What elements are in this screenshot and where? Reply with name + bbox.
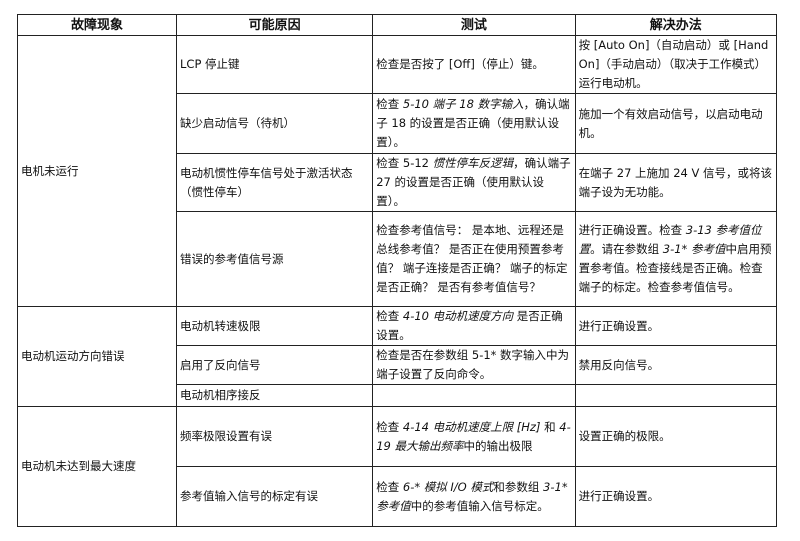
cause-cell: 启用了反向信号 bbox=[176, 345, 374, 385]
parameter-reference: 6-* 模拟 I/O 模式 bbox=[402, 479, 494, 494]
cell-text: 进行正确设置。 bbox=[578, 318, 660, 333]
cell-text: 中启用预置参考值。检查接线是否正确。检查端子的标定。检查参考值信号。 bbox=[578, 242, 772, 294]
parameter-reference: 3-13 参考值位置 bbox=[578, 223, 762, 256]
cell-text: 设置正确的极限。 bbox=[578, 429, 671, 443]
cell-text: ，确认端子 18 的设置是否正确（使用默认设置）。 bbox=[376, 97, 570, 149]
cell-text: 和参数组 bbox=[493, 479, 544, 494]
cell-text: ，确认端子 27 的设置是否正确（使用默认设置）。 bbox=[376, 156, 571, 208]
table-row: 电动机运动方向错误 电动机转速极限 检查 4-10 电动机速度方向 是否正确设置。进… bbox=[16, 306, 778, 407]
cell-text: LCP 停止键 bbox=[180, 57, 240, 71]
cell-text: 电动机转速极限 bbox=[180, 318, 261, 333]
cell-text: 检查 bbox=[376, 419, 403, 434]
troubleshooting-table: 故障现象 可能原因 测试 解决办法 电机未运行 LCP 停止键 检查是否按了 [Of… bbox=[16, 14, 778, 527]
solution-cell: 施加一个有效启动信号，以启动电动机。 bbox=[574, 93, 778, 154]
header-row: 故障现象 可能原因 测试 解决办法 bbox=[16, 14, 778, 36]
table-row: 电机未运行 LCP 停止键 检查是否按了 [Off]（停止）键。 按 [Auto On… bbox=[16, 35, 778, 307]
cell-text: 检查 bbox=[376, 479, 403, 494]
parameter-reference: 5-10 端子 18 数字输入 bbox=[402, 97, 524, 111]
test-cell: 检查是否在参数组 5-1* 数字输入中为端子设置了反向命令。 bbox=[372, 345, 576, 385]
test-cell: 检查 4-10 电动机速度方向 是否正确设置。 bbox=[372, 306, 576, 346]
cell-text: 检查 bbox=[376, 309, 403, 323]
cell-text: 施加一个有效启动信号，以启动电动机。 bbox=[578, 106, 763, 140]
table-row: 参考值输入信号的标定有误 检查 6-* 模拟 I/O 模式和参数组 3-1* 参考… bbox=[18, 466, 778, 527]
solution-cell: 按 [Auto On]（自动启动）或 [Hand On]（手动启动）（取决于工作… bbox=[574, 35, 778, 94]
solution-cell: 禁用反向信号。 bbox=[574, 345, 778, 385]
cell-text: 禁用反向信号。 bbox=[578, 357, 660, 372]
cell-text: 检查 bbox=[376, 97, 403, 111]
parameter-reference: 4-14 电动机速度上限 [Hz] bbox=[402, 419, 541, 434]
parameter-reference: 3-1* 参考值 bbox=[376, 479, 568, 513]
cell-text: 中的参考值输入信号标定。 bbox=[410, 498, 549, 513]
cell-text: 检查参考值信号： 是本地、远程还是总线参考值？ 是否正在使用预置参考值？ 端子连… bbox=[376, 223, 568, 294]
cause-cell: 电动机相序接反 bbox=[176, 384, 374, 407]
cell-text: 检查是否按了 [Off]（停止）键。 bbox=[376, 57, 544, 71]
cell-text: 电动机相序接反 bbox=[180, 388, 261, 402]
parameter-reference: 4-10 电动机速度方向 bbox=[402, 309, 514, 323]
cell-text: 电动机惯性停车信号处于激活状态（惯性停车） bbox=[180, 165, 353, 199]
test-cell: 检查参考值信号： 是本地、远程还是总线参考值？ 是否正在使用预置参考值？ 端子连… bbox=[372, 211, 576, 307]
table-row: 错误的参考值信号源 检查参考值信号： 是本地、远程还是总线参考值？ 是否正在使用预… bbox=[18, 211, 778, 307]
test-cell: 检查 4-14 电动机速度上限 [Hz] 和 4-19 最大输出频率中的输出极限 bbox=[372, 406, 576, 467]
solution-cell: 进行正确设置。检查 3-13 参考值位置。请在参数组 3-1* 参考值中启用预置… bbox=[574, 211, 778, 307]
symptom-cell: 电机未运行 bbox=[16, 35, 178, 307]
cause-cell: 频率极限设置有误 bbox=[176, 406, 374, 467]
cell-text: 进行正确设置。检查 bbox=[578, 223, 686, 237]
cell-text: 检查 5-12 bbox=[376, 156, 433, 170]
cell-text: 按 [Auto On]（自动启动）或 [Hand On]（手动启动）（取决于工作… bbox=[578, 38, 769, 90]
cause-cell: 电动机惯性停车信号处于激活状态（惯性停车） bbox=[176, 153, 374, 212]
table-row: 缺少启动信号（待机） 检查 5-10 端子 18 数字输入，确认端子 18 的设置… bbox=[18, 93, 778, 154]
solution-cell: 进行正确设置。 bbox=[574, 466, 778, 527]
symptom-cell: 电动机未达到最大速度 bbox=[16, 406, 178, 527]
solution-cell bbox=[574, 384, 778, 407]
solution-cell: 进行正确设置。 bbox=[574, 306, 778, 346]
cause-cell: LCP 停止键 bbox=[176, 35, 374, 94]
test-cell: 检查 5-10 端子 18 数字输入，确认端子 18 的设置是否正确（使用默认设… bbox=[372, 93, 576, 154]
cell-text: 是否正确设置。 bbox=[376, 309, 563, 342]
test-cell: 检查 5-12 惯性停车反逻辑，确认端子 27 的设置是否正确（使用默认设置）。 bbox=[372, 153, 576, 212]
cause-cell: 参考值输入信号的标定有误 bbox=[176, 466, 374, 527]
header-solution: 解决办法 bbox=[574, 14, 778, 36]
cell-text: 进行正确设置。 bbox=[578, 489, 660, 503]
cell-text: 在端子 27 上施加 24 V 信号，或将该端子设为无功能。 bbox=[578, 165, 773, 199]
cell-text: 缺少启动信号（待机） bbox=[180, 116, 296, 130]
test-cell bbox=[372, 384, 576, 407]
cell-text: 电动机未达到最大速度 bbox=[21, 459, 136, 473]
parameter-reference: 惯性停车反逻辑 bbox=[432, 156, 514, 170]
header-cause: 可能原因 bbox=[176, 14, 374, 36]
cause-cell: 电动机转速极限 bbox=[176, 306, 374, 346]
cause-cell: 缺少启动信号（待机） bbox=[176, 93, 374, 154]
solution-cell: 在端子 27 上施加 24 V 信号，或将该端子设为无功能。 bbox=[574, 153, 778, 212]
cell-text: 错误的参考值信号源 bbox=[180, 251, 284, 266]
cell-text: 频率极限设置有误 bbox=[180, 429, 273, 443]
header-test: 测试 bbox=[372, 14, 576, 36]
test-cell: 检查是否按了 [Off]（停止）键。 bbox=[372, 35, 576, 94]
table-row: 电动机惯性停车信号处于激活状态（惯性停车） 检查 5-12 惯性停车反逻辑，确认端… bbox=[18, 153, 778, 212]
table-row: 电动机未达到最大速度 频率极限设置有误 检查 4-14 电动机速度上限 [Hz] 和… bbox=[16, 406, 778, 527]
parameter-reference: 4-19 最大输出频率 bbox=[376, 419, 571, 453]
cell-text: 中的输出极限 bbox=[463, 438, 533, 453]
cell-text: 检查是否在参数组 5-1* 数字输入中为端子设置了反向命令。 bbox=[376, 348, 570, 381]
cell-text: 参考值输入信号的标定有误 bbox=[180, 489, 319, 503]
cell-text: 。请在参数组 bbox=[590, 242, 663, 256]
header-symptom: 故障现象 bbox=[16, 14, 178, 36]
cell-text: 电动机运动方向错误 bbox=[21, 349, 125, 363]
parameter-reference: 3-1* 参考值 bbox=[662, 242, 726, 256]
test-cell: 检查 6-* 模拟 I/O 模式和参数组 3-1* 参考值中的参考值输入信号标定… bbox=[372, 466, 576, 527]
table-row: 启用了反向信号 检查是否在参数组 5-1* 数字输入中为端子设置了反向命令。 禁用反… bbox=[18, 345, 778, 385]
cell-text: 和 bbox=[540, 419, 560, 434]
solution-cell: 设置正确的极限。 bbox=[574, 406, 778, 467]
cause-cell: 错误的参考值信号源 bbox=[176, 211, 374, 307]
cell-text: 电机未运行 bbox=[21, 163, 79, 178]
symptom-cell: 电动机运动方向错误 bbox=[16, 306, 178, 407]
cell-text: 启用了反向信号 bbox=[180, 357, 261, 372]
